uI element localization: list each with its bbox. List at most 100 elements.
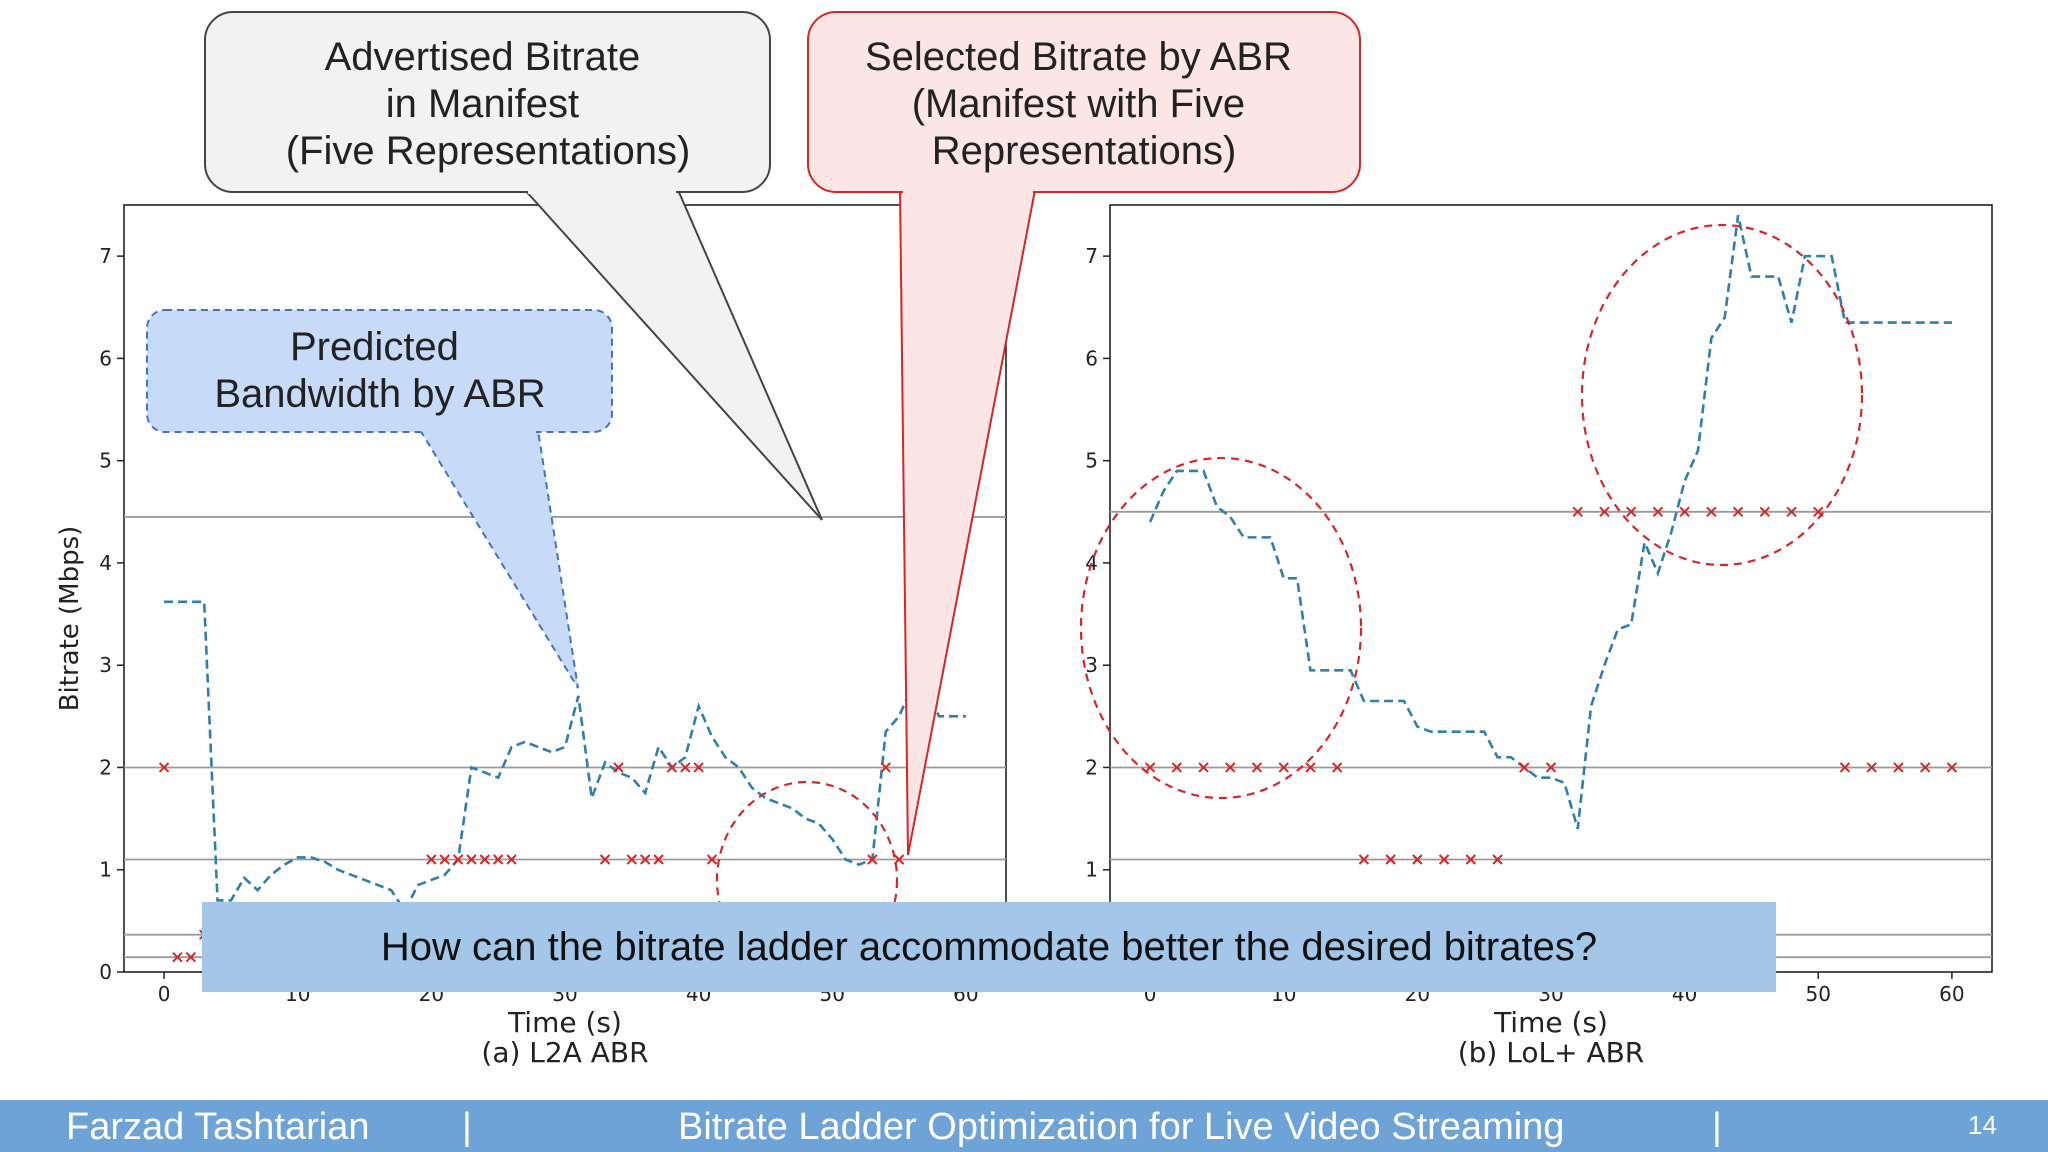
selected-bitrate-marker (613, 762, 624, 773)
selected-bitrate-marker (1866, 762, 1877, 773)
selected-bitrate-marker (452, 854, 464, 865)
callout-advertised-line2: in Manifest (386, 82, 579, 126)
selected-bitrate-marker (1305, 762, 1316, 773)
callout-advertised-line3: (Five Representations) (286, 129, 691, 173)
callout-selected-bitrate: Selected Bitrate by ABR (Manifest with F… (807, 11, 1361, 856)
selected-bitrate-marker (639, 854, 651, 865)
selected-bitrate-marker (1225, 762, 1236, 773)
selected-bitrate-marker (1572, 506, 1583, 518)
selected-bitrate-marker (1893, 762, 1904, 773)
selected-bitrate-marker (506, 854, 517, 865)
y-tick-label: 3 (1085, 653, 1098, 677)
selected-bitrate-marker (1251, 762, 1263, 773)
svg-text:Advertised Bitrate in Ma: Advertised Bitrate in Manifest (Five Rep… (286, 35, 691, 173)
footer-separator-right: | (1712, 1106, 1722, 1148)
selected-bitrate-marker (1465, 854, 1477, 865)
selected-bitrate-marker (1625, 506, 1637, 518)
chart-caption: (a) L2A ABR (481, 1036, 648, 1069)
y-tick-label: 0 (99, 960, 112, 984)
selected-bitrate-marker (479, 854, 491, 865)
y-tick-label: 6 (1085, 346, 1098, 370)
selected-bitrate-marker (426, 854, 437, 865)
chart-caption: (b) LoL+ ABR (1458, 1036, 1645, 1069)
callout-predicted-bandwidth: Predicted Bandwidth by ABR (146, 309, 613, 689)
y-tick-label: 1 (99, 858, 112, 882)
predicted-bandwidth-line (164, 600, 966, 914)
y-tick-label: 6 (99, 346, 112, 370)
x-tick-label: 50 (1806, 982, 1831, 1006)
footer-title: Bitrate Ladder Optimization for Live Vid… (678, 1106, 1565, 1148)
selected-bitrate-marker (867, 854, 878, 865)
selected-bitrate-marker (1652, 506, 1664, 518)
predicted-bandwidth-line (1148, 214, 1952, 830)
selected-bitrate-marker (1412, 854, 1423, 865)
x-axis-label: Time (s) (1493, 1006, 1608, 1039)
selected-bitrate-marker (492, 854, 504, 865)
callout-selected-line2: (Manifest with Five (912, 82, 1245, 126)
selected-bitrate-marker (172, 951, 183, 963)
selected-bitrate-marker (1171, 762, 1183, 773)
plot-frame (1109, 204, 1993, 973)
highlight-ellipse (1079, 456, 1363, 800)
selected-bitrate-marker (1759, 506, 1771, 518)
selected-bitrate-marker (1385, 854, 1396, 865)
selected-bitrate-marker (1599, 506, 1610, 518)
callout-predicted-line2: Bandwidth by ABR (214, 372, 545, 416)
callout-predicted-line1: Predicted (290, 325, 459, 369)
selected-bitrate-marker (1438, 854, 1450, 865)
selected-bitrate-marker (1706, 506, 1717, 518)
callout-selected-line3: Representations) (932, 129, 1237, 173)
footer-author: Farzad Tashtarian (66, 1106, 370, 1148)
question-banner: How can the bitrate ladder accommodate b… (202, 902, 1776, 992)
selected-bitrate-marker (439, 854, 450, 865)
footer-separator-left: | (462, 1106, 472, 1148)
callout-predicted-box (146, 309, 613, 433)
y-tick-label: 4 (99, 551, 112, 575)
y-tick-label: 7 (1085, 244, 1098, 268)
y-tick-label: 4 (1085, 551, 1098, 575)
y-tick-label: 2 (99, 755, 112, 779)
y-tick-label: 1 (1085, 858, 1098, 882)
y-tick-label: 5 (99, 449, 112, 473)
selected-bitrate-marker (1331, 762, 1343, 773)
selected-bitrate-marker (693, 762, 704, 773)
y-tick-label: 2 (1085, 755, 1098, 779)
selected-bitrate-marker (1358, 854, 1370, 865)
callout-advertised-bitrate: Advertised Bitrate in Manifest (Five Rep… (204, 11, 823, 521)
footer-page-number: 14 (1968, 1110, 1997, 1140)
y-tick-label: 7 (99, 244, 112, 268)
x-tick-label: 60 (1939, 982, 1964, 1006)
selected-bitrate-marker (185, 951, 197, 963)
selected-bitrate-marker (706, 854, 718, 865)
selected-bitrate-marker (1919, 762, 1931, 773)
selected-bitrate-marker (653, 854, 664, 865)
highlight-ellipse (1580, 223, 1864, 567)
selected-bitrate-marker (680, 762, 691, 773)
selected-bitrate-marker (1278, 762, 1289, 773)
selected-bitrate-marker (1946, 762, 1958, 773)
y-tick-label: 3 (99, 653, 112, 677)
callout-advertised-box (204, 11, 771, 193)
callout-selected-line1: Selected Bitrate by ABR (865, 35, 1292, 79)
selected-bitrate-marker (1545, 762, 1557, 773)
callout-selected-box (807, 11, 1361, 193)
x-tick-label: 0 (158, 982, 171, 1006)
selected-bitrate-marker (1198, 762, 1209, 773)
x-axis-label: Time (s) (507, 1006, 622, 1039)
y-tick-label: 5 (1085, 449, 1098, 473)
svg-text:Selected Bitrate by ABR: Selected Bitrate by ABR (Manifest with F… (865, 35, 1303, 173)
selected-bitrate-marker (1679, 506, 1690, 518)
slide-footer: Farzad Tashtarian | Bitrate Ladder Optim… (0, 1100, 2048, 1152)
selected-bitrate-marker (1519, 762, 1530, 773)
selected-bitrate-marker (1732, 506, 1744, 518)
y-axis-label: Bitrate (Mbps) (55, 526, 85, 712)
selected-bitrate-marker (466, 854, 477, 865)
selected-bitrate-marker (1786, 506, 1797, 518)
selected-bitrate-marker (599, 854, 611, 865)
selected-bitrate-marker (158, 762, 170, 773)
selected-bitrate-marker (626, 854, 638, 865)
selected-bitrate-marker (1144, 762, 1156, 773)
selected-bitrate-marker (880, 762, 891, 773)
